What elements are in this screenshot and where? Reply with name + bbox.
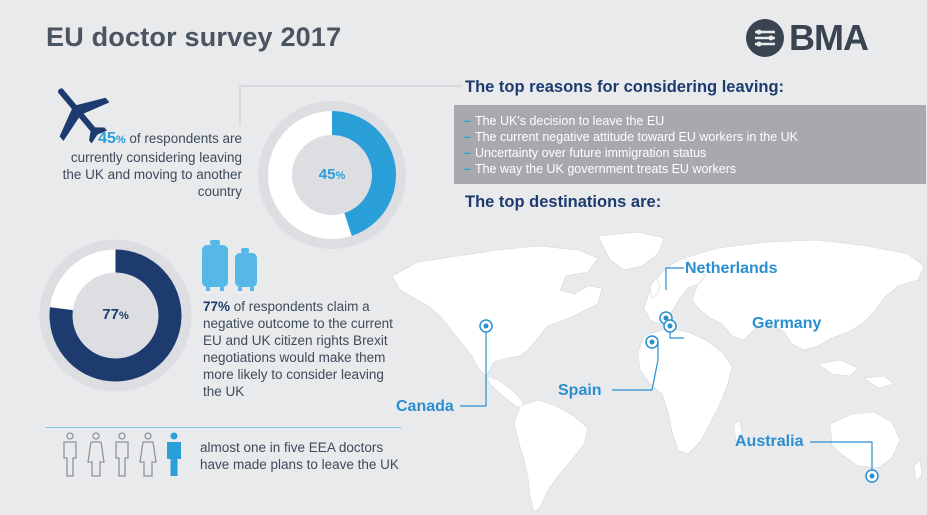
- donut-chart-brexit: [39, 239, 192, 392]
- destination-germany: Germany: [752, 315, 822, 332]
- person-icon: [139, 432, 157, 477]
- world-map: [391, 231, 925, 513]
- reasons-list: – The UK's decision to leave the EU – The …: [454, 105, 926, 177]
- donut-chart-leaving: [258, 101, 406, 249]
- destination-canada: Canada: [396, 398, 454, 415]
- person-icon-highlighted: [167, 432, 181, 476]
- person-icon: [63, 432, 77, 477]
- map-markers: [479, 311, 879, 483]
- airplane-icon: [57, 88, 110, 144]
- destination-netherlands: Netherlands: [685, 260, 778, 277]
- reason-item: – The current negative attitude toward EU…: [464, 130, 799, 144]
- luggage-icon: [202, 240, 257, 291]
- connector-line: [239, 85, 462, 126]
- stat-brexit-description: of respondents claim a negative outcome …: [203, 299, 393, 399]
- divider: [46, 427, 401, 428]
- reason-item: – The way the UK government treats EU wor…: [464, 162, 737, 176]
- destinations-heading: The top destinations are:: [465, 193, 662, 211]
- destination-australia: Australia: [735, 433, 804, 450]
- reasons-box: – The UK's decision to leave the EU – The …: [454, 105, 926, 184]
- page-title: EU doctor survey 2017: [46, 22, 342, 52]
- stat-leaving-description: of respondents are currently considering…: [62, 131, 242, 199]
- bma-logo-icon: [746, 19, 784, 57]
- destination-spain: Spain: [558, 382, 602, 399]
- reason-item: – Uncertainty over future immigration sta…: [464, 146, 707, 160]
- person-icon: [87, 432, 105, 477]
- stat-brexit-percent: 77%: [203, 299, 231, 314]
- people-icons: [63, 432, 181, 477]
- reason-item: – The UK's decision to leave the EU: [464, 114, 665, 128]
- bma-logo: BMA: [745, 18, 885, 58]
- stat-plans-text: almost one in five EEA doctors have made…: [200, 440, 399, 472]
- stat-brexit-text: 77% of respondents claim a negative outc…: [203, 298, 403, 400]
- brand-name: BMA: [789, 17, 869, 58]
- stat-leaving-text: 45% of respondents are currently conside…: [60, 130, 242, 200]
- reasons-heading: The top reasons for considering leaving:: [465, 78, 785, 96]
- donut-label-brexit: 77%: [102, 306, 129, 323]
- donut-label-leaving: 45%: [318, 166, 346, 183]
- person-icon: [115, 432, 129, 477]
- stat-leaving-percent: 45%: [98, 130, 126, 147]
